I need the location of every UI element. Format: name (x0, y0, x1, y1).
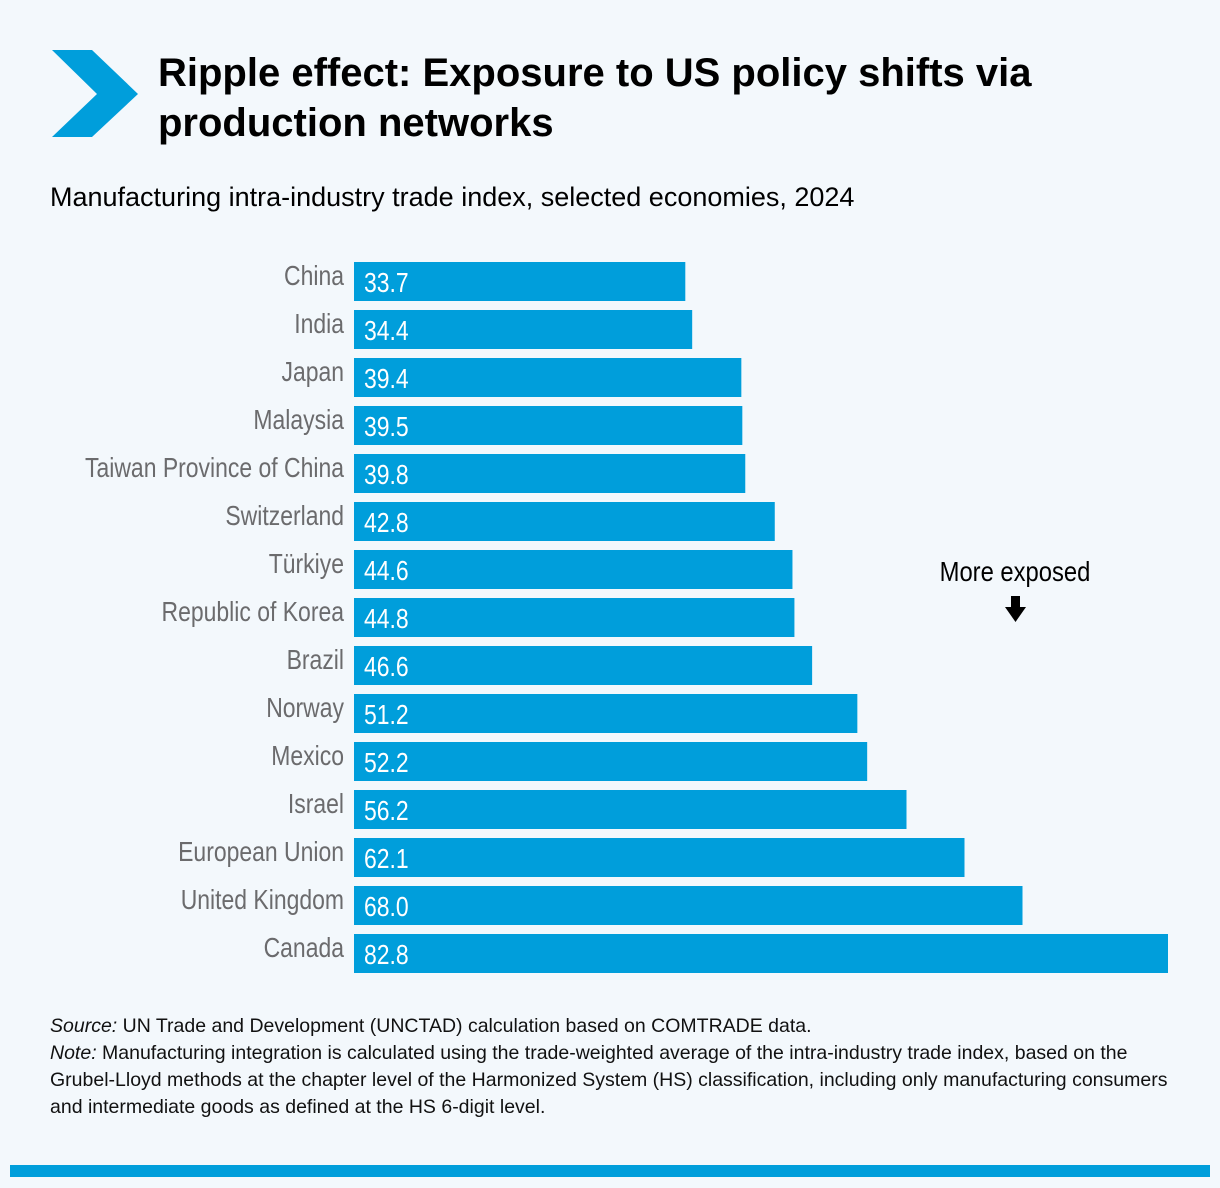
category-label: Canada (264, 933, 345, 964)
bar-4 (354, 454, 746, 493)
bar-14 (354, 934, 1168, 973)
category-label: China (284, 261, 345, 292)
category-label: India (294, 309, 344, 340)
data-label: 44.6 (364, 556, 409, 587)
page-title: Ripple effect: Exposure to US policy shi… (158, 51, 1032, 145)
data-label: 62.1 (364, 844, 409, 875)
bar-3 (354, 406, 743, 445)
source-line: Source: UN Trade and Development (UNCTAD… (50, 1013, 1190, 1040)
data-label: 82.8 (364, 940, 409, 971)
source-label: Source: (50, 1015, 118, 1037)
bar-12 (354, 838, 965, 877)
bottom-accent-bar (10, 1165, 1210, 1177)
chevron-right-icon (52, 50, 138, 137)
category-label: Taiwan Province of China (85, 453, 345, 484)
note-line: Note: Manufacturing integration is calcu… (50, 1040, 1190, 1121)
category-label: Switzerland (225, 501, 344, 532)
bar-8 (354, 646, 813, 685)
data-label: 46.6 (364, 652, 409, 683)
data-label: 56.2 (364, 796, 409, 827)
category-label: Republic of Korea (162, 597, 345, 628)
data-label: 33.7 (364, 268, 409, 299)
data-label: 42.8 (364, 508, 409, 539)
note-label: Note: (50, 1042, 97, 1064)
bar-11 (354, 790, 907, 829)
bar-1 (354, 310, 693, 349)
bar-7 (354, 598, 795, 637)
data-label: 39.8 (364, 460, 409, 491)
category-label: United Kingdom (181, 885, 344, 916)
category-label: Mexico (271, 741, 344, 772)
data-label: 39.4 (364, 364, 409, 395)
arrow-down-icon (1005, 596, 1026, 622)
category-label: Brazil (287, 645, 344, 676)
bar-2 (354, 358, 742, 397)
bar-9 (354, 694, 858, 733)
chart-subtitle: Manufacturing intra-industry trade index… (50, 182, 855, 212)
data-label: 68.0 (364, 892, 409, 923)
data-label: 52.2 (364, 748, 409, 779)
bar-6 (354, 550, 793, 589)
note-text: Manufacturing integration is calculated … (50, 1042, 1168, 1118)
bar-chart: China 33.7 India 34.4 Japan 39.4 Malaysia 39.5 T… (85, 261, 1168, 973)
data-label: 51.2 (364, 700, 409, 731)
data-label: 39.5 (364, 412, 409, 443)
bar-5 (354, 502, 775, 541)
bar-0 (354, 262, 686, 301)
category-label: Norway (266, 693, 344, 724)
category-label: Japan (281, 357, 344, 388)
category-label: European Union (178, 837, 344, 868)
category-label: Türkiye (269, 549, 344, 580)
category-label: Malaysia (253, 405, 344, 436)
data-label: 34.4 (364, 316, 409, 347)
data-label: 44.8 (364, 604, 409, 635)
bar-10 (354, 742, 868, 781)
source-text: UN Trade and Development (UNCTAD) calcul… (117, 1015, 812, 1037)
category-label: Israel (288, 789, 344, 820)
bar-13 (354, 886, 1023, 925)
annotation-more-exposed: More exposed (940, 555, 1091, 587)
chart-notes: Source: UN Trade and Development (UNCTAD… (50, 1013, 1190, 1121)
